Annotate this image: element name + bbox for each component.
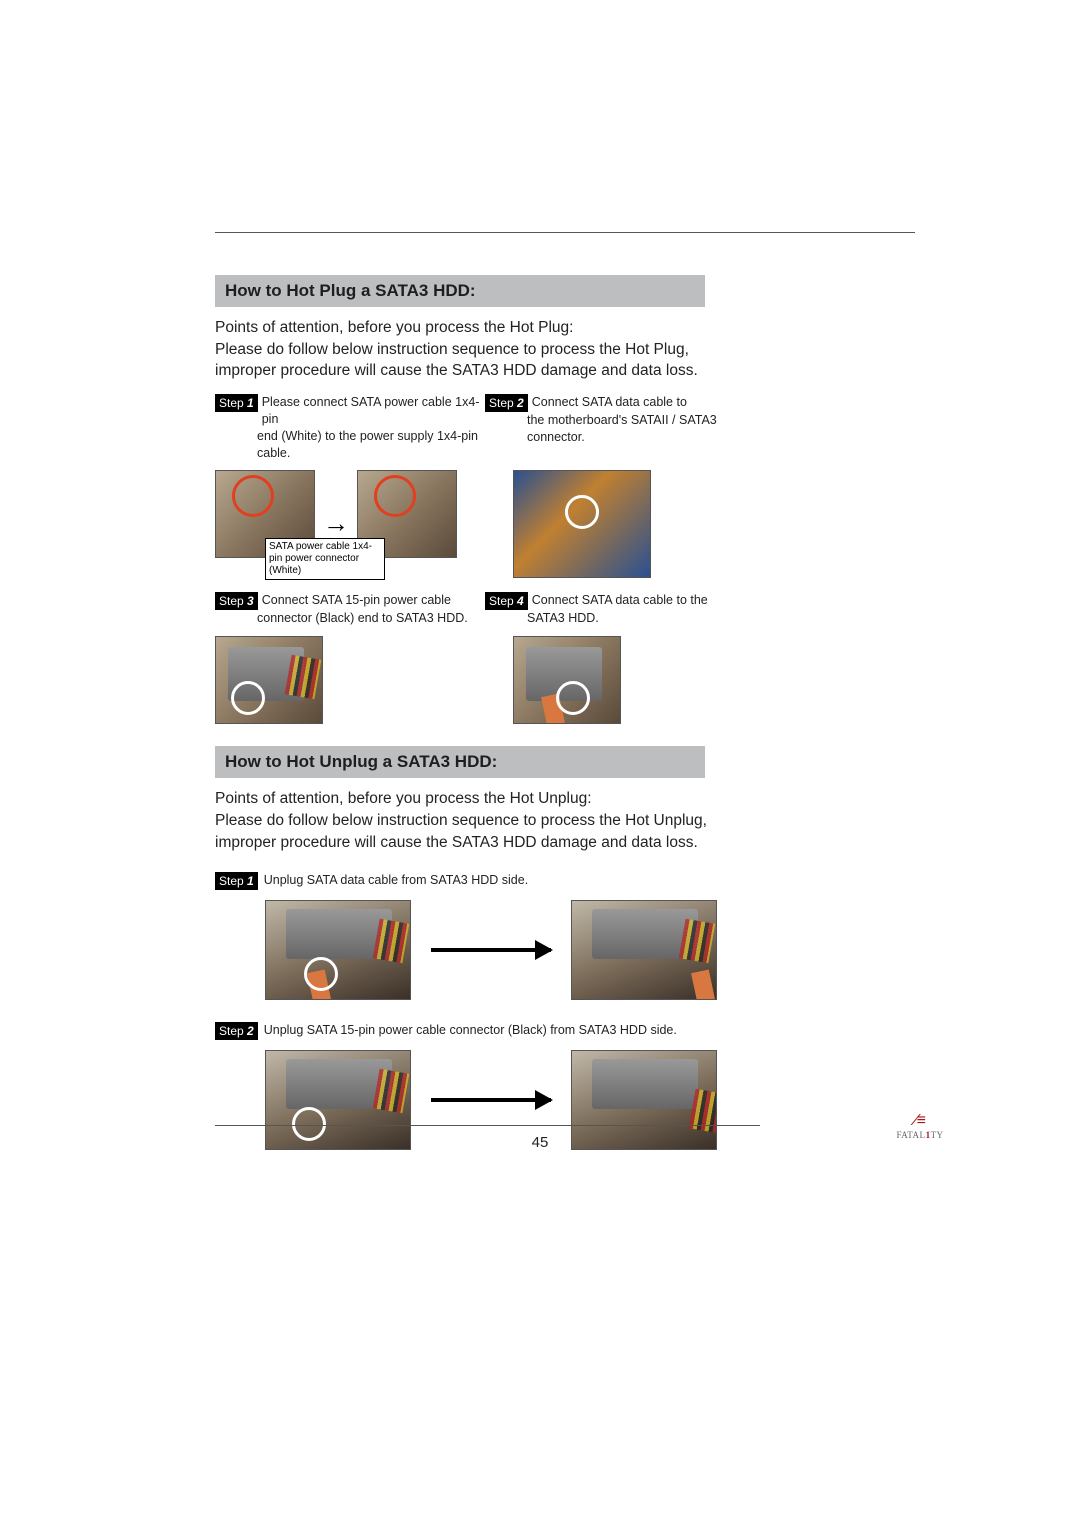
step1-badge: Step 1: [215, 394, 258, 412]
unplug-step1-badge: Step 1: [215, 872, 258, 890]
unplug-step2: Step 2 Unplug SATA 15-pin power cable co…: [215, 1022, 915, 1040]
step1-images: → SATA power cable 1x4-pin power connect…: [215, 470, 485, 578]
step2-badge: Step 2: [485, 394, 528, 412]
arrow-long-icon: [431, 948, 551, 952]
step4-col: Step 4 Connect SATA data cable to the SA…: [485, 592, 755, 627]
section2-intro: Points of attention, before you process …: [215, 788, 745, 853]
arrow-long-icon: [431, 1098, 551, 1102]
unplug-step1-images: [265, 900, 915, 1000]
step3-images: [215, 636, 485, 724]
unplug-step1: Step 1 Unplug SATA data cable from SATA3…: [215, 872, 915, 890]
unplug1-photo-a: [265, 900, 411, 1000]
logo-text: FATAL1TY: [890, 1130, 950, 1140]
section-hot-plug-header: How to Hot Plug a SATA3 HDD:: [215, 275, 705, 307]
unplug-step2-text: Unplug SATA 15-pin power cable connector…: [264, 1022, 677, 1039]
step3-col: Step 3 Connect SATA 15-pin power cable c…: [215, 592, 485, 627]
unplug1-photo-b: [571, 900, 717, 1000]
step2-col: Step 2 Connect SATA data cable to the mo…: [485, 394, 755, 462]
footer-line: [215, 1125, 760, 1126]
logo-icon: ∕≡: [890, 1112, 950, 1130]
step4-line1: Connect SATA data cable to the: [532, 592, 708, 609]
step2-images: [485, 470, 755, 578]
step2-line1: Connect SATA data cable to: [532, 394, 687, 411]
section1-intro: Points of attention, before you process …: [215, 317, 745, 382]
images-row-2: [215, 636, 755, 724]
step4-photo: [513, 636, 621, 724]
step3-photo: [215, 636, 323, 724]
images-row-1: → SATA power cable 1x4-pin power connect…: [215, 470, 755, 578]
step3-cont: connector (Black) end to SATA3 HDD.: [257, 610, 485, 627]
step2-photo: [513, 470, 651, 578]
step1-col: Step 1 Please connect SATA power cable 1…: [215, 394, 485, 462]
step2-cont: the motherboard's SATAII / SATA3 connect…: [527, 412, 755, 446]
section-hot-unplug-header: How to Hot Unplug a SATA3 HDD:: [215, 746, 705, 778]
arrow-icon: →: [323, 508, 349, 539]
unplug-step1-text: Unplug SATA data cable from SATA3 HDD si…: [264, 872, 528, 889]
step1-line1: Please connect SATA power cable 1x4-pin: [262, 394, 485, 428]
step4-images: [485, 636, 755, 724]
step3-badge: Step 3: [215, 592, 258, 610]
step1-cont: end (White) to the power supply 1x4-pin …: [257, 428, 485, 462]
step1-caption: SATA power cable 1x4-pin power connector…: [265, 538, 385, 580]
page-content: How to Hot Plug a SATA3 HDD: Points of a…: [215, 232, 915, 1150]
step4-badge: Step 4: [485, 592, 528, 610]
brand-logo: ∕≡ FATAL1TY: [890, 1112, 950, 1140]
steps-row-2: Step 3 Connect SATA 15-pin power cable c…: [215, 592, 755, 627]
step3-line1: Connect SATA 15-pin power cable: [262, 592, 451, 609]
step4-cont: SATA3 HDD.: [527, 610, 755, 627]
unplug-step2-badge: Step 2: [215, 1022, 258, 1040]
steps-row-1: Step 1 Please connect SATA power cable 1…: [215, 394, 755, 462]
